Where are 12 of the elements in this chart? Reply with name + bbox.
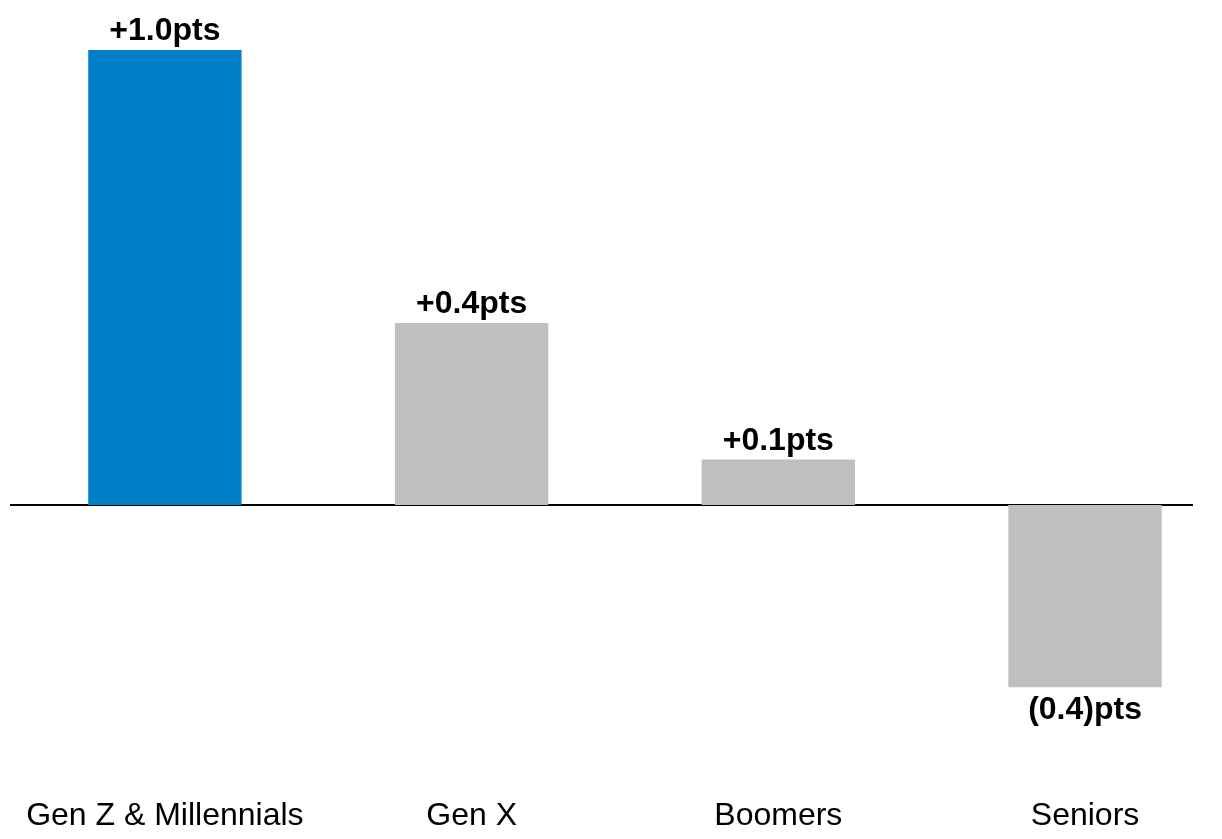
data-label: +1.0pts	[109, 10, 221, 47]
x-tick-label: Gen X	[426, 796, 517, 832]
bar	[1008, 505, 1162, 688]
x-tick-label: Boomers	[714, 796, 843, 832]
data-label: +0.1pts	[722, 420, 834, 457]
bar	[394, 323, 549, 506]
data-label: (0.4)pts	[1028, 690, 1142, 727]
data-label: +0.4pts	[416, 284, 528, 321]
bar	[88, 49, 242, 506]
bar	[701, 459, 855, 506]
x-tick-label: Seniors	[1030, 796, 1140, 832]
x-tick-label: Gen Z & Millennials	[26, 796, 304, 832]
